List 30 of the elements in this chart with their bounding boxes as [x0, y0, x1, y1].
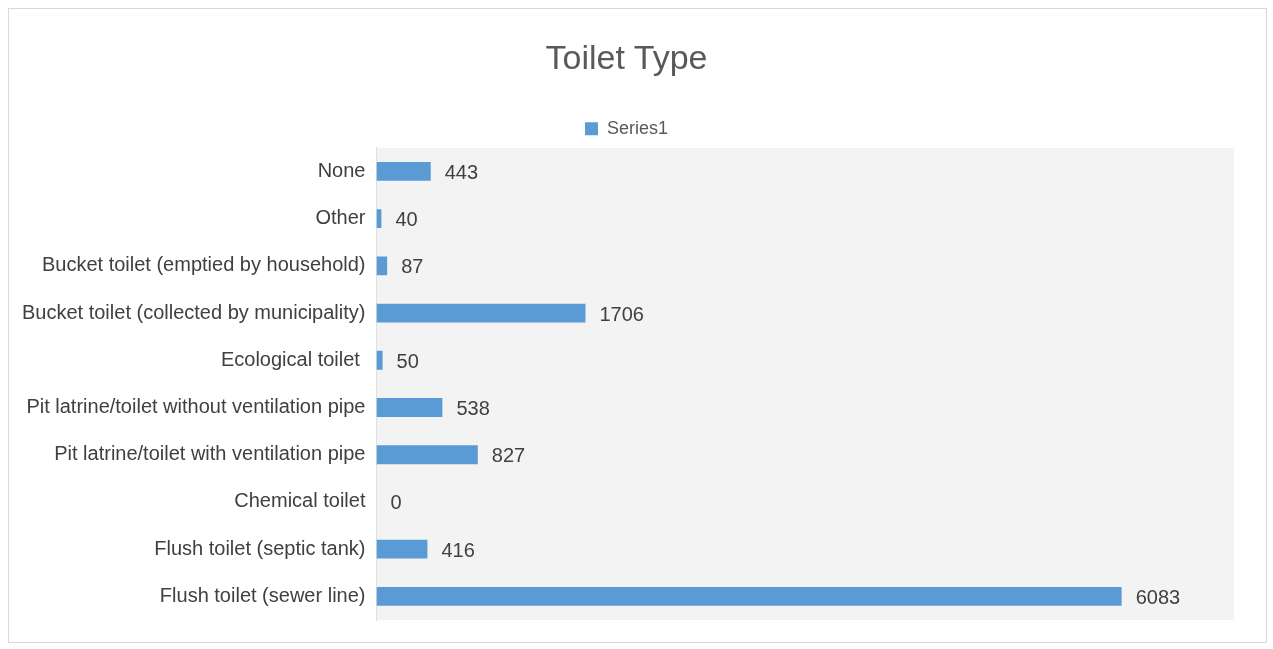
y-tick-label: Pit latrine/toilet without ventilation pipe	[26, 395, 366, 418]
y-tick-label: None	[317, 158, 366, 181]
y-tick-label: Ecological toilet	[220, 347, 366, 370]
y-tick-label: Flush toilet (septic tank)	[154, 536, 366, 559]
y-tick-label: Chemical toilet	[234, 489, 366, 512]
data-label: 87	[401, 255, 424, 278]
data-label: 443	[444, 160, 479, 183]
legend-label: Series1	[606, 117, 669, 138]
data-label: 40	[395, 208, 418, 231]
bar	[376, 161, 431, 181]
y-tick-label: Pit latrine/toilet with ventilation pipe	[54, 442, 366, 465]
y-tick-label: Other	[315, 206, 366, 229]
bar	[376, 539, 428, 559]
bar	[376, 445, 478, 465]
data-label: 6083	[1135, 585, 1181, 608]
data-label: 0	[390, 491, 402, 514]
data-label: 416	[441, 538, 475, 561]
y-tick-label: Bucket toilet (collected by municipality)	[21, 300, 366, 323]
bar	[376, 350, 383, 370]
data-label: 50	[396, 349, 419, 372]
chart-title: Toilet Type	[545, 37, 708, 76]
bar	[376, 586, 1122, 606]
bar	[376, 256, 388, 276]
bar	[376, 398, 443, 417]
data-label: 827	[491, 444, 526, 467]
y-tick-label: Bucket toilet (emptied by household)	[41, 253, 366, 276]
data-label: 538	[456, 397, 490, 420]
bar	[376, 303, 586, 323]
y-tick-label: Flush toilet (sewer line)	[159, 583, 366, 606]
data-label: 1706	[599, 302, 644, 325]
